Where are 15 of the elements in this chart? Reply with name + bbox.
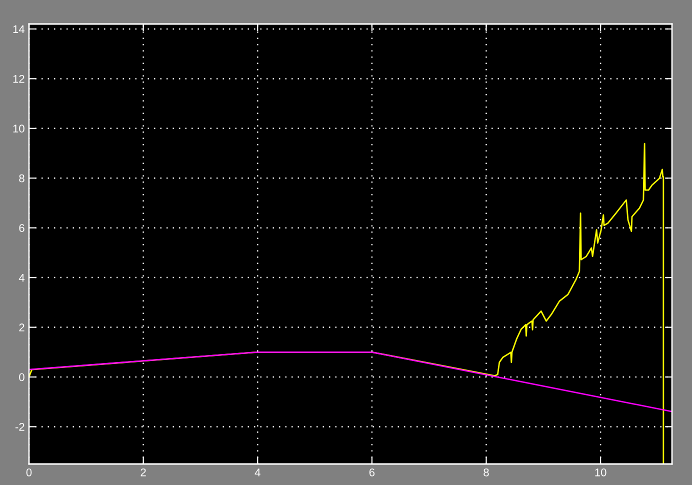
x-tick-label: 10: [595, 468, 606, 476]
x-tick-label: 2: [140, 468, 146, 476]
y-tick-label: 10: [13, 124, 24, 133]
y-tick-label: 8: [19, 174, 24, 182]
y-tick-label: 4: [18, 274, 25, 282]
x-tick-label: 4: [254, 468, 260, 476]
y-tick-label: 2: [19, 324, 24, 332]
y-tick-label: 12: [13, 74, 24, 83]
x-tick-label: 0: [26, 468, 32, 476]
y-tick-label: 6: [19, 224, 24, 232]
x-tick-label: 8: [484, 468, 489, 476]
x-tick-label: 6: [369, 468, 375, 476]
y-tick-label: -2: [15, 422, 24, 431]
y-tick-label: 0: [19, 373, 24, 382]
y-tick-label: 14: [13, 25, 25, 33]
